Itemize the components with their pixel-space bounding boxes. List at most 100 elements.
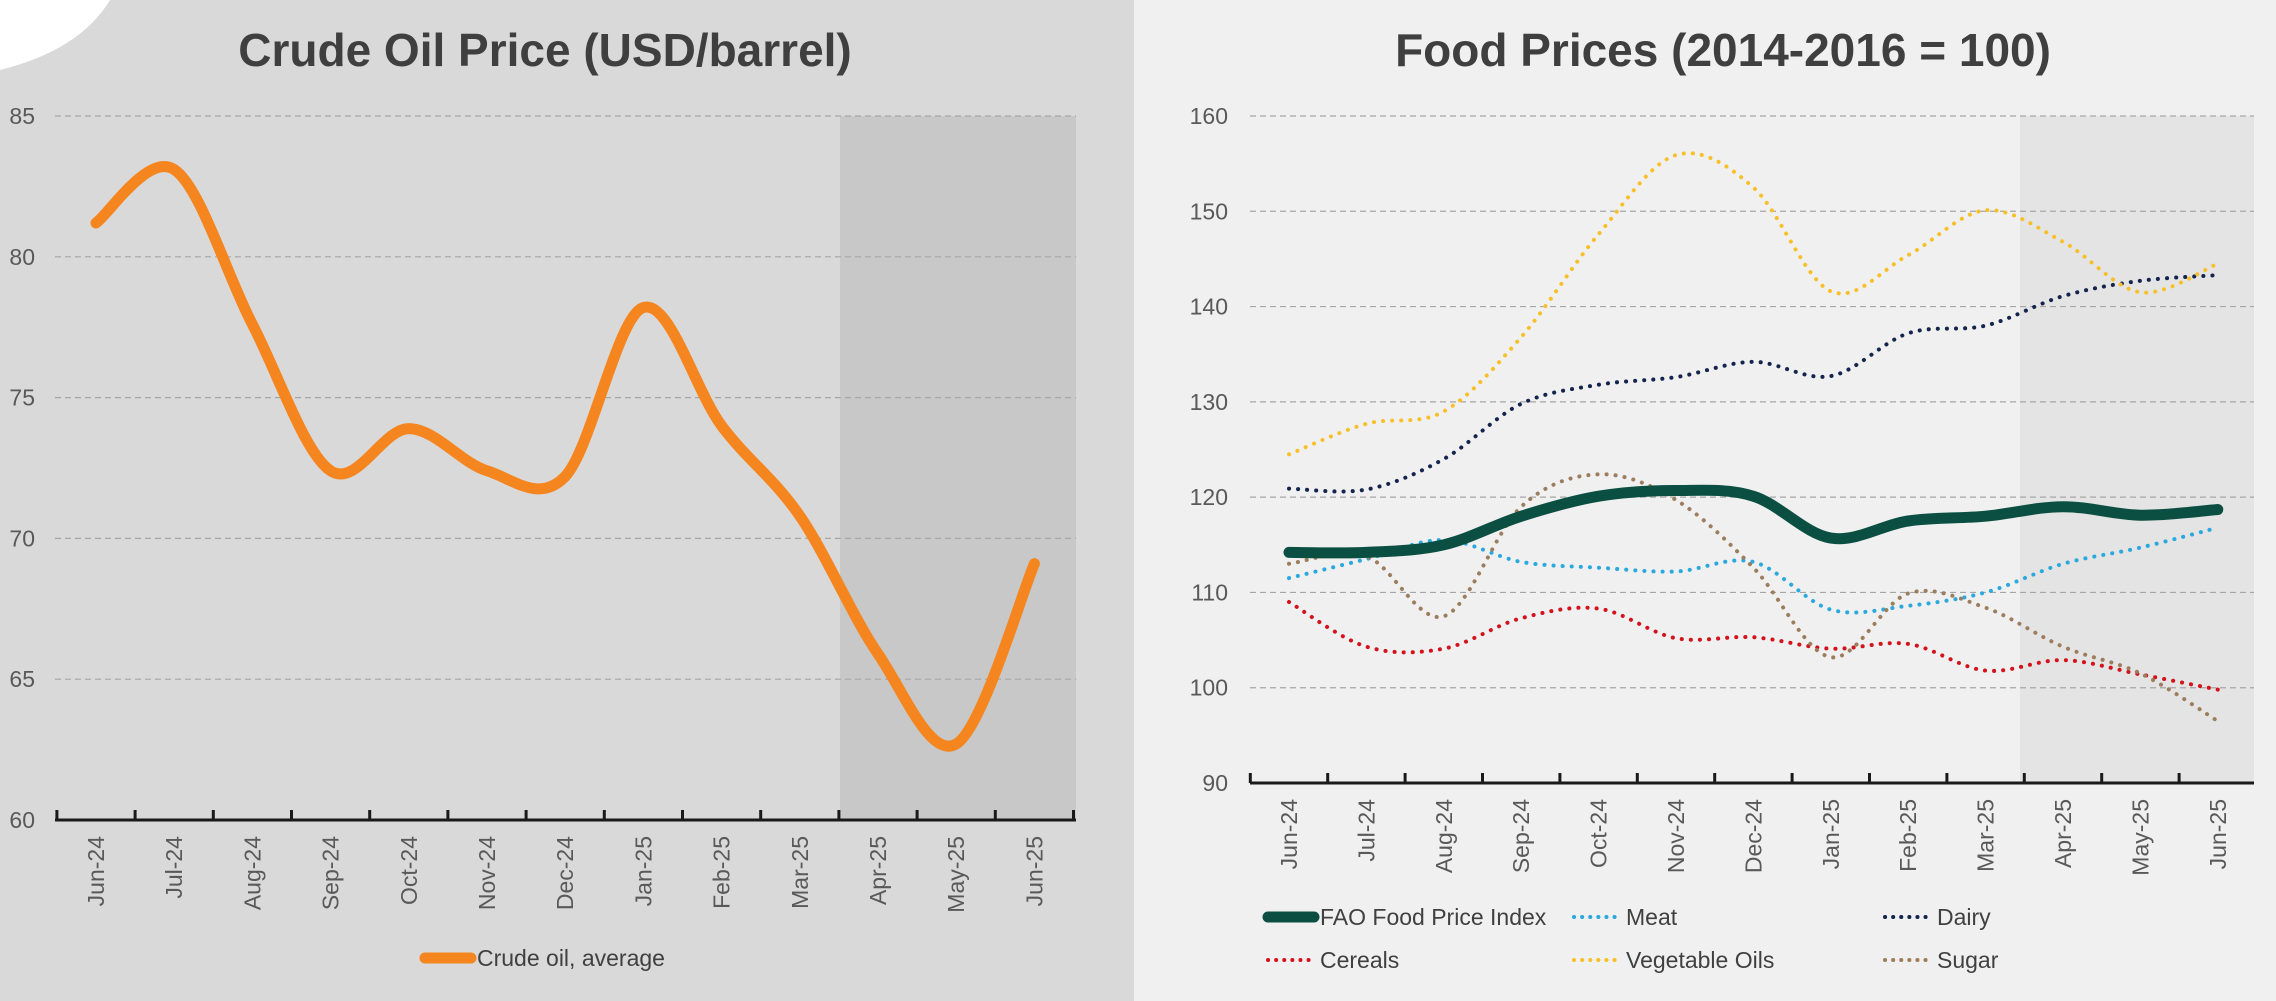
data-point-vegetable-oils-apr-25 <box>2061 240 2065 244</box>
legend-item-meat: Meat <box>1572 904 1678 930</box>
y-tick-crude-60: 60 <box>9 807 35 833</box>
legend-item-sugar: Sugar <box>1883 947 1999 973</box>
data-point-meat-mar-25 <box>1984 590 1988 594</box>
corner-decoration <box>0 0 110 70</box>
data-point-vegetable-oils-oct-24 <box>1597 232 1601 236</box>
data-point-dairy-sep-24 <box>1519 402 1523 406</box>
legend-label-meat: Meat <box>1626 904 1678 930</box>
data-point-crude-oil-average-jan-25 <box>641 305 645 309</box>
data-point-dairy-jun-25 <box>2216 273 2220 277</box>
data-point-vegetable-oils-jun-24 <box>1287 452 1291 456</box>
data-point-fao-food-price-index-mar-25 <box>1984 514 1988 518</box>
data-point-sugar-nov-24 <box>1674 498 1678 502</box>
y-tick-crude-80: 80 <box>9 244 35 270</box>
series-line-dairy <box>1287 273 2220 494</box>
series-line-meat <box>1287 525 2220 615</box>
data-point-dairy-jun-24 <box>1287 487 1291 491</box>
legend-label-fao-food-price-index: FAO Food Price Index <box>1320 904 1547 930</box>
legend-label-sugar: Sugar <box>1937 947 1999 973</box>
data-point-crude-oil-average-jul-24 <box>172 168 176 172</box>
y-tick-food-120: 120 <box>1190 484 1228 510</box>
legend-item-crude-oil-average: Crude oil, average <box>419 945 665 971</box>
data-point-meat-may-25 <box>2138 546 2142 550</box>
y-tick-food-110: 110 <box>1191 579 1228 605</box>
data-point-dairy-feb-25 <box>1906 331 1910 335</box>
data-point-meat-oct-24 <box>1597 566 1601 570</box>
data-point-sugar-feb-25 <box>1906 591 1910 595</box>
data-point-vegetable-oils-sep-24 <box>1519 335 1523 339</box>
data-point-cereals-apr-25 <box>2061 658 2065 662</box>
data-point-sugar-dec-24 <box>1751 566 1755 570</box>
x-tick-food-dec-24: Dec-24 <box>1740 799 1766 873</box>
series-line-fao-food-price-index <box>1283 484 2224 559</box>
series-line-cereals <box>1287 600 2220 692</box>
legend-item-vegetable-oils: Vegetable Oils <box>1572 947 1774 973</box>
x-tick-food-nov-24: Nov-24 <box>1663 799 1689 873</box>
x-tick-crude-jan-25: Jan-25 <box>630 836 656 906</box>
data-point-fao-food-price-index-feb-25 <box>1906 519 1910 523</box>
data-point-dairy-may-25 <box>2138 279 2142 283</box>
data-point-meat-nov-24 <box>1674 569 1678 573</box>
data-point-sugar-jun-24 <box>1287 562 1291 566</box>
data-point-crude-oil-average-may-25 <box>954 742 958 746</box>
data-point-cereals-mar-25 <box>1984 669 1988 673</box>
data-point-fao-food-price-index-sep-24 <box>1519 514 1523 518</box>
data-point-cereals-jul-24 <box>1364 645 1368 649</box>
data-point-cereals-dec-24 <box>1751 635 1755 639</box>
x-tick-crude-mar-25: Mar-25 <box>787 836 813 909</box>
legend-label-vegetable-oils: Vegetable Oils <box>1626 947 1774 973</box>
y-tick-food-100: 100 <box>1190 675 1228 701</box>
data-point-meat-apr-25 <box>2061 562 2065 566</box>
x-tick-crude-jun-24: Jun-24 <box>83 836 109 907</box>
data-point-meat-dec-24 <box>1751 560 1755 564</box>
legend-label-dairy: Dairy <box>1937 904 1991 930</box>
x-tick-crude-dec-24: Dec-24 <box>552 836 578 910</box>
data-point-sugar-apr-25 <box>2061 645 2065 649</box>
y-tick-crude-85: 85 <box>9 103 35 129</box>
data-point-meat-sep-24 <box>1519 560 1523 564</box>
x-tick-food-apr-25: Apr-25 <box>2050 799 2076 868</box>
data-point-cereals-aug-24 <box>1442 647 1446 651</box>
data-point-fao-food-price-index-jan-25 <box>1829 536 1833 540</box>
data-point-sugar-jan-25 <box>1829 655 1833 659</box>
x-tick-food-jun-25: Jun-25 <box>2205 799 2231 869</box>
data-point-dairy-aug-24 <box>1442 457 1446 461</box>
data-point-sugar-sep-24 <box>1519 505 1523 509</box>
x-tick-food-jan-25: Jan-25 <box>1818 799 1844 869</box>
data-point-fao-food-price-index-jun-24 <box>1287 550 1291 554</box>
data-point-vegetable-oils-nov-24 <box>1674 153 1678 157</box>
y-tick-food-130: 130 <box>1190 389 1228 415</box>
x-tick-crude-may-25: May-25 <box>943 836 969 913</box>
x-tick-food-sep-24: Sep-24 <box>1508 799 1534 873</box>
legend-item-dairy: Dairy <box>1883 904 1991 930</box>
food-prices-panel: 90 100 110 120 130 140 150 160 Jun-24 Jul-24 Aug-… <box>1134 0 2276 1001</box>
data-point-vegetable-oils-jul-24 <box>1364 422 1368 426</box>
x-tick-crude-aug-24: Aug-24 <box>239 836 265 910</box>
data-point-cereals-nov-24 <box>1674 636 1678 640</box>
y-tick-food-140: 140 <box>1190 294 1228 320</box>
x-tick-food-aug-24: Aug-24 <box>1431 799 1457 873</box>
data-point-dairy-mar-25 <box>1984 324 1988 328</box>
y-tick-crude-70: 70 <box>9 525 35 551</box>
y-tick-food-90: 90 <box>1202 770 1228 796</box>
data-point-cereals-jan-25 <box>1829 647 1833 651</box>
data-point-crude-oil-average-sep-24 <box>329 469 333 473</box>
data-point-cereals-jun-25 <box>2216 688 2220 692</box>
x-tick-food-mar-25: Mar-25 <box>1973 799 1999 872</box>
data-point-cereals-feb-25 <box>1906 642 1910 646</box>
data-point-fao-food-price-index-oct-24 <box>1597 494 1601 498</box>
data-point-sugar-oct-24 <box>1597 472 1601 476</box>
y-tick-crude-75: 75 <box>9 385 35 411</box>
data-point-crude-oil-average-mar-25 <box>798 514 802 518</box>
x-tick-food-jun-24: Jun-24 <box>1276 799 1302 870</box>
x-tick-crude-feb-25: Feb-25 <box>709 836 735 909</box>
data-point-vegetable-oils-jan-25 <box>1829 289 1833 293</box>
data-point-fao-food-price-index-may-25 <box>2138 513 2142 517</box>
data-point-meat-jun-25 <box>2216 526 2220 530</box>
crude-oil-panel: 60 65 70 75 80 85 Jun-24 Jul-24 Aug-24 Sep-24 Oct… <box>0 0 1134 1001</box>
legend-item-fao-food-price-index: FAO Food Price Index <box>1262 904 1547 930</box>
series-line-crude-oil-average <box>90 161 1040 752</box>
data-point-cereals-jun-24 <box>1287 600 1291 604</box>
data-point-dairy-oct-24 <box>1597 383 1601 387</box>
